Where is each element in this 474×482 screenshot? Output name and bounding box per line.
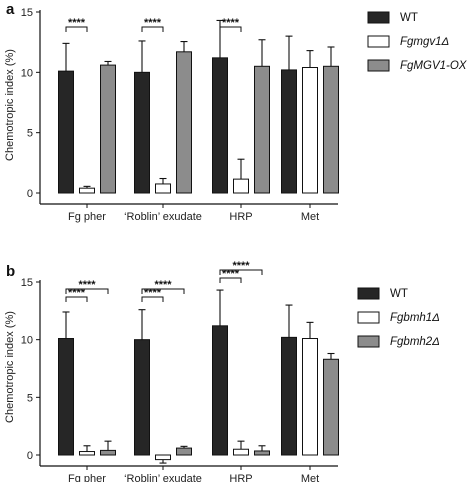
panel-a-bar xyxy=(134,71,150,194)
panel-b-significance-label: **** xyxy=(232,260,250,272)
panel-b-y-axis-title: Chemotropic index (%) xyxy=(4,311,16,423)
panel-a-bar xyxy=(58,70,74,194)
panel-a-letter: a xyxy=(6,1,15,18)
panel-b-letter: b xyxy=(6,263,15,280)
panel-b-significance-bracket xyxy=(141,288,185,294)
panel-b-x-tick-label: Met xyxy=(301,473,319,482)
panel-b-significance-label: **** xyxy=(78,279,96,291)
panel-a-bar xyxy=(323,65,339,194)
panel-a: a Chemotropic index (%) 0 5 10 15 Fg pher ‘Ro… xyxy=(4,1,468,223)
panel-b-bar xyxy=(212,325,228,456)
panel-a-y-axis-title: Chemotropic index (%) xyxy=(4,49,16,161)
panel-b: b Chemotropic index (%) 0 5 10 15 Fg pher ‘Ro… xyxy=(4,260,440,482)
panel-a-legend-label: FgMGV1-OX xyxy=(400,60,468,72)
panel-b-bar xyxy=(233,448,249,456)
panel-a-y-tick-label: 5 xyxy=(27,128,33,140)
panel-a-x-tick-label: Met xyxy=(301,211,319,223)
panel-a-x-tick-label: Fg pher xyxy=(68,211,106,223)
panel-b-legend-label: WT xyxy=(390,288,408,300)
panel-a-significance-bracket xyxy=(141,26,164,32)
panel-b-legend-swatch xyxy=(357,311,380,324)
panel-b-significance-label: **** xyxy=(68,287,86,299)
panel-b-bar xyxy=(254,450,270,456)
panel-b-significance-label: **** xyxy=(154,279,172,291)
panel-a-y-tick-label: 10 xyxy=(21,67,33,79)
panel-a-legend-label: Fgmgv1Δ xyxy=(400,36,449,48)
panel-b-bar xyxy=(281,336,297,456)
panel-b-bar xyxy=(100,449,116,456)
panel-a-legend-swatch xyxy=(367,59,390,72)
panel-b-bar xyxy=(155,454,171,461)
panel-b-y-tick-label: 15 xyxy=(21,277,33,289)
panel-a-bar xyxy=(155,183,171,194)
panel-a-significance-label: **** xyxy=(222,17,240,29)
panel-a-x-tick-label: ‘Roblin’ exudate xyxy=(124,211,202,223)
panel-b-bar xyxy=(302,338,318,456)
panel-a-bar xyxy=(176,51,192,194)
panel-a-bar xyxy=(254,65,270,194)
panel-b-x-tick-label: Fg pher xyxy=(68,473,106,482)
panel-a-significance-label: **** xyxy=(68,17,86,29)
panel-a-significance-label: **** xyxy=(144,17,162,29)
panel-a-bar xyxy=(281,69,297,194)
panel-b-legend-swatch xyxy=(357,287,380,300)
panel-b-significance-label: **** xyxy=(222,268,240,280)
panel-b-y-tick-label: 0 xyxy=(27,450,33,462)
panel-a-bar xyxy=(100,64,116,194)
panel-b-significance-bracket xyxy=(141,296,164,302)
panel-a-y-tick-label: 15 xyxy=(21,7,33,19)
panel-b-bar xyxy=(176,447,192,456)
panel-a-bar xyxy=(302,67,318,194)
panel-a-bar xyxy=(212,57,228,194)
panel-b-bar xyxy=(58,338,74,456)
panel-b-x-tick-label: HRP xyxy=(229,473,252,482)
panel-b-x-tick-label: ‘Roblin’ exudate xyxy=(124,473,202,482)
panel-b-y-tick-label: 5 xyxy=(27,392,33,404)
panel-b-significance-bracket xyxy=(219,269,263,275)
panel-b-significance-label: **** xyxy=(144,287,162,299)
panel-a-bar xyxy=(233,178,249,194)
panel-b-bar xyxy=(134,339,150,456)
panel-a-bar xyxy=(79,187,95,194)
panel-b-legend-label: Fgbmh1Δ xyxy=(390,312,440,324)
panel-b-significance-bracket xyxy=(65,296,88,302)
panel-b-y-tick-label: 10 xyxy=(21,335,33,347)
panel-a-x-tick-label: HRP xyxy=(229,211,252,223)
panel-a-y-tick-label: 0 xyxy=(27,188,33,200)
panel-b-legend-label: Fgbmh2Δ xyxy=(390,336,440,348)
panel-b-bar xyxy=(323,358,339,456)
panel-a-legend-label: WT xyxy=(400,12,418,24)
panel-b-bar xyxy=(79,451,95,456)
panel-a-legend-swatch xyxy=(367,11,390,24)
panel-b-significance-bracket xyxy=(219,277,242,283)
panel-a-significance-bracket xyxy=(219,26,242,32)
panel-a-legend-swatch xyxy=(367,35,390,48)
panel-b-legend-swatch xyxy=(357,335,380,348)
panel-a-significance-bracket xyxy=(65,26,88,32)
panel-b-significance-bracket xyxy=(65,288,109,294)
